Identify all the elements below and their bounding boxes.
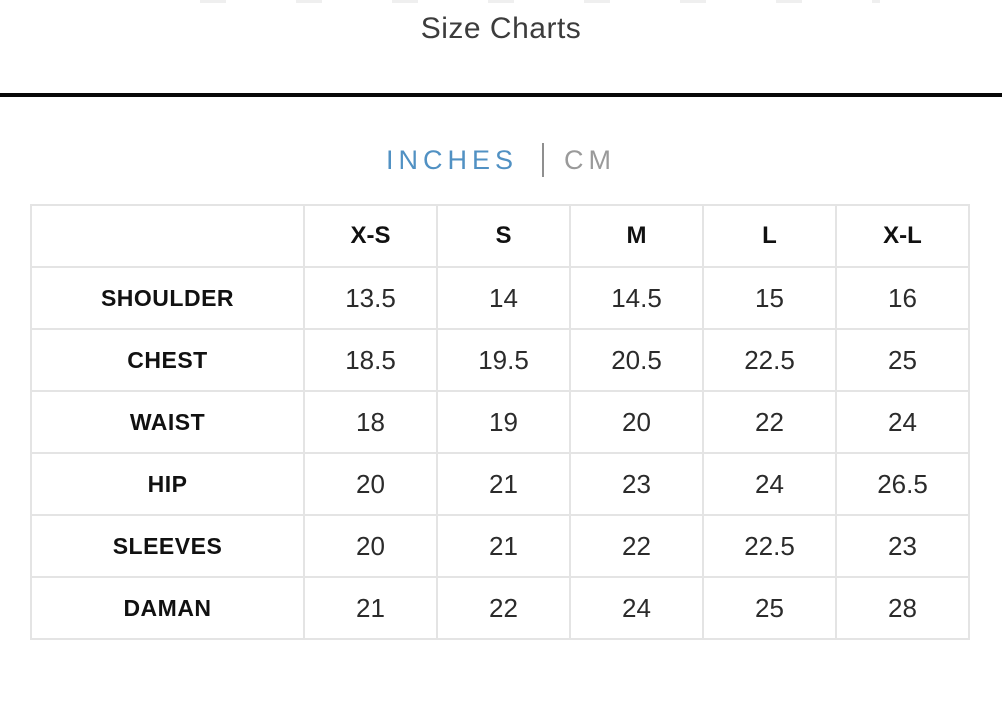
measurement-value: 21 <box>436 514 571 578</box>
measurement-value: 21 <box>436 452 571 516</box>
measurement-value: 14 <box>436 266 571 330</box>
measurement-label: DAMAN <box>30 576 305 640</box>
measurement-value: 19 <box>436 390 571 454</box>
measurement-label: HIP <box>30 452 305 516</box>
measurement-value: 22 <box>702 390 837 454</box>
measurement-value: 16 <box>835 266 970 330</box>
measurement-value: 20 <box>303 452 438 516</box>
measurement-value: 20.5 <box>569 328 704 392</box>
table-row: WAIST 18 19 20 22 24 <box>30 390 970 454</box>
measurement-value: 22 <box>436 576 571 640</box>
table-row: HIP 20 21 23 24 26.5 <box>30 452 970 516</box>
measurement-value: 13.5 <box>303 266 438 330</box>
measurement-value: 18 <box>303 390 438 454</box>
measurement-value: 14.5 <box>569 266 704 330</box>
table-row: SLEEVES 20 21 22 22.5 23 <box>30 514 970 578</box>
section-divider <box>0 93 1002 97</box>
measurement-label: SHOULDER <box>30 266 305 330</box>
measurement-value: 22 <box>569 514 704 578</box>
measurement-value: 22.5 <box>702 514 837 578</box>
unit-option-cm[interactable]: CM <box>564 144 616 175</box>
size-column-header: X-L <box>835 204 970 268</box>
measurement-value: 24 <box>569 576 704 640</box>
measurement-value: 20 <box>303 514 438 578</box>
measurement-value: 21 <box>303 576 438 640</box>
size-header-row: X-S S M L X-L <box>30 204 970 268</box>
measurement-value: 25 <box>835 328 970 392</box>
measurement-value: 23 <box>569 452 704 516</box>
cutoff-text-remnant <box>130 0 880 3</box>
measurement-value: 18.5 <box>303 328 438 392</box>
unit-option-inches[interactable]: INCHES <box>385 144 518 175</box>
measurement-value: 22.5 <box>702 328 837 392</box>
size-chart-table-wrap: X-S S M L X-L SHOULDER 13.5 14 14.5 15 16 CHES… <box>30 204 970 640</box>
measurement-value: 26.5 <box>835 452 970 516</box>
measurement-value: 24 <box>702 452 837 516</box>
size-column-header: X-S <box>303 204 438 268</box>
measurement-label: SLEEVES <box>30 514 305 578</box>
measurement-label: WAIST <box>30 390 305 454</box>
size-column-header: M <box>569 204 704 268</box>
size-chart-table: X-S S M L X-L SHOULDER 13.5 14 14.5 15 16 CHES… <box>30 204 970 640</box>
measurement-value: 24 <box>835 390 970 454</box>
measurement-value: 28 <box>835 576 970 640</box>
size-column-header: S <box>436 204 571 268</box>
unit-toggle: INCHES CM <box>0 143 1002 177</box>
measurement-value: 25 <box>702 576 837 640</box>
unit-toggle-separator <box>542 143 544 177</box>
table-row: SHOULDER 13.5 14 14.5 15 16 <box>30 266 970 330</box>
page-title: Size Charts <box>420 12 582 45</box>
measurement-value: 20 <box>569 390 704 454</box>
table-row: CHEST 18.5 19.5 20.5 22.5 25 <box>30 328 970 392</box>
corner-cell <box>30 204 305 268</box>
measurement-value: 23 <box>835 514 970 578</box>
measurement-label: CHEST <box>30 328 305 392</box>
measurement-value: 19.5 <box>436 328 571 392</box>
table-row: DAMAN 21 22 24 25 28 <box>30 576 970 640</box>
size-column-header: L <box>702 204 837 268</box>
measurement-value: 15 <box>702 266 837 330</box>
